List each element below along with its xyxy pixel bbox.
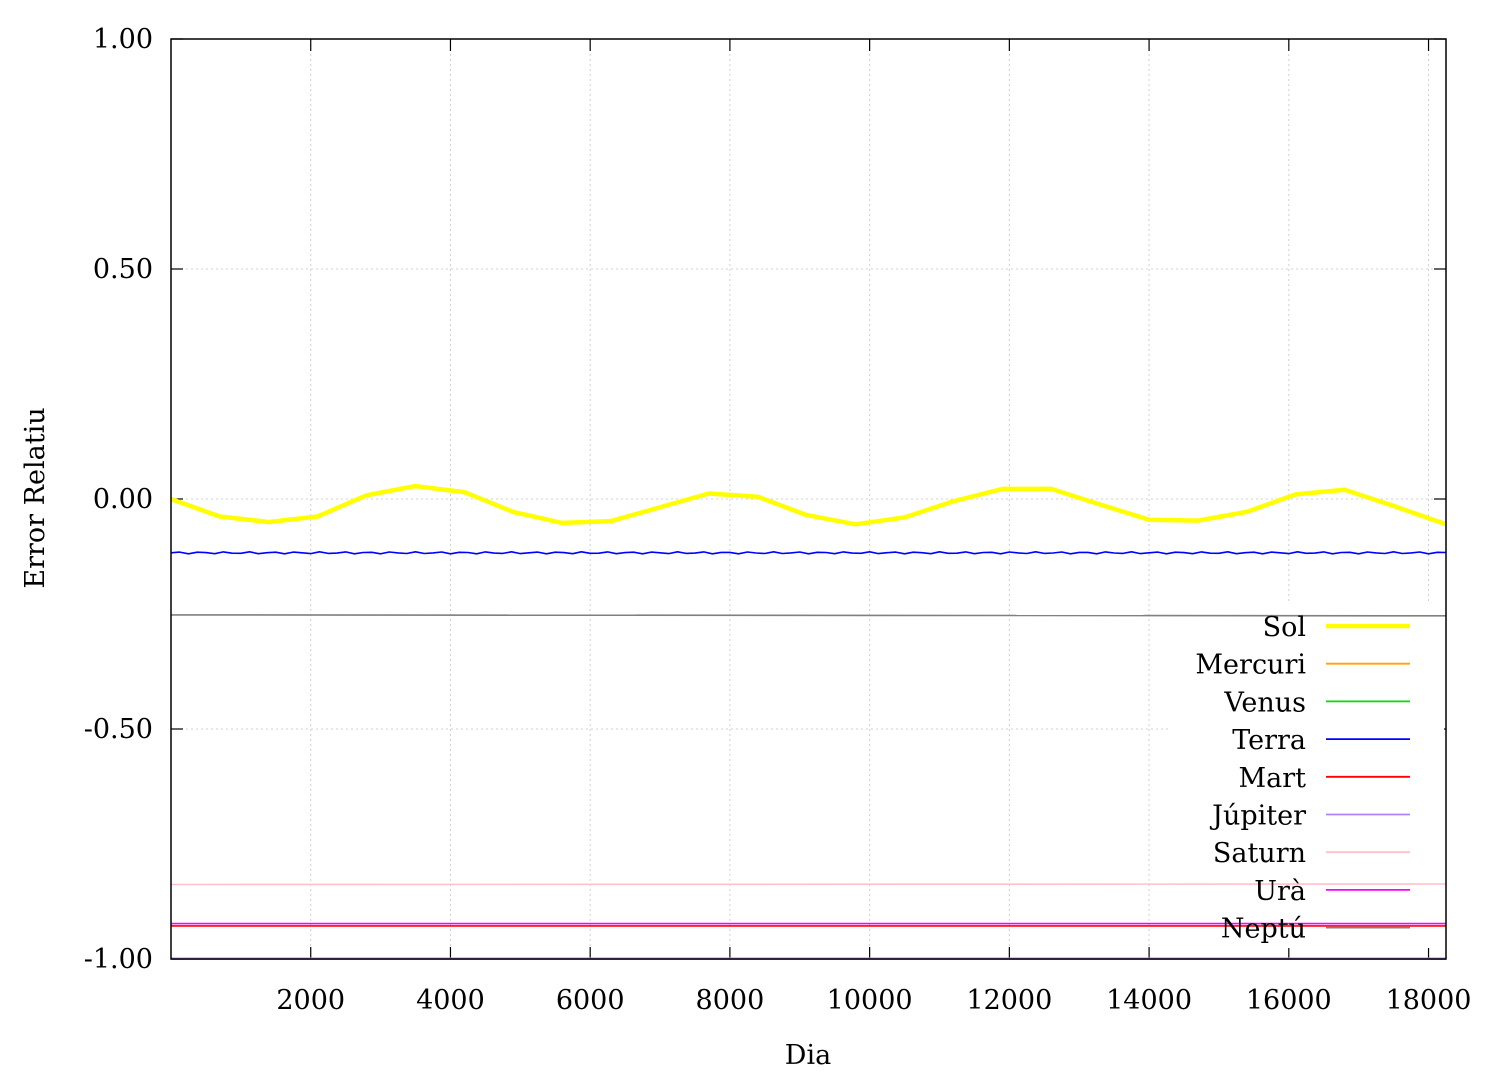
series-line-neptú — [170, 614, 1447, 617]
x-axis-title: Dia — [785, 1040, 831, 1071]
y-tick-label: -0.50 — [84, 714, 153, 745]
legend-label: Urà — [1254, 876, 1306, 907]
legend-label: Júpiter — [1209, 801, 1306, 832]
x-tick-label: 6000 — [556, 985, 625, 1016]
legend-label: Venus — [1223, 687, 1306, 718]
y-tick-label: -1.00 — [84, 944, 153, 975]
series-line-sol — [170, 483, 1447, 527]
series-line-terra — [170, 551, 1447, 555]
y-tick-label: 0.00 — [93, 484, 153, 515]
legend: Sol Mercuri Venus Terra Mart Júpiter Saturn Urà… — [1195, 612, 1410, 945]
x-tick-label: 16000 — [1246, 985, 1332, 1016]
x-ticks: 2000 4000 6000 8000 10000 12000 14000 16000 1800… — [276, 39, 1471, 1016]
y-tick-label: 1.00 — [93, 24, 153, 55]
legend-label: Terra — [1232, 725, 1306, 756]
x-tick-label: 10000 — [827, 985, 913, 1016]
series-line-saturn — [170, 883, 1447, 886]
plot-frame — [170, 38, 1447, 960]
legend-label: Sol — [1263, 612, 1306, 643]
legend-label: Neptú — [1221, 914, 1306, 945]
y-tick-label: 0.50 — [93, 254, 153, 285]
legend-label: Mart — [1239, 763, 1307, 794]
y-ticks: 1.00 0.50 0.00 -0.50 -1.00 — [84, 24, 1446, 975]
legend-label: Saturn — [1213, 838, 1306, 869]
x-tick-label: 8000 — [696, 985, 765, 1016]
x-tick-label: 14000 — [1106, 985, 1192, 1016]
x-tick-label: 12000 — [966, 985, 1052, 1016]
x-tick-label: 2000 — [276, 985, 345, 1016]
y-axis-title: Error Relatiu — [20, 407, 51, 588]
legend-label: Mercuri — [1195, 650, 1306, 681]
x-tick-label: 4000 — [416, 985, 485, 1016]
x-tick-label: 18000 — [1386, 985, 1472, 1016]
